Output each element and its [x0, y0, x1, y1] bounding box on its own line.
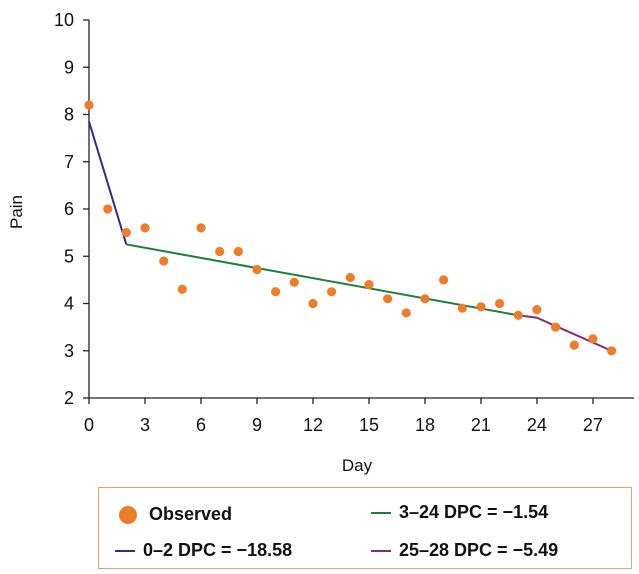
- x-tick-label: 12: [303, 415, 323, 435]
- observed-point: [215, 246, 225, 257]
- y-tick-label: 3: [64, 341, 74, 361]
- observed-point: [345, 272, 355, 283]
- legend-marker-observed: [119, 505, 137, 524]
- observed-point: [177, 284, 187, 294]
- segment-line: [518, 314, 613, 352]
- y-tick-label: 8: [64, 105, 74, 125]
- legend-marker-segment-0-2: [115, 549, 135, 552]
- legend-item-segment-3-24: 3–24 DPC = −1.54: [371, 502, 548, 523]
- observed-point: [252, 264, 262, 275]
- observed-point: [140, 223, 150, 233]
- observed-point: [513, 310, 523, 320]
- observed-point: [551, 322, 561, 332]
- x-tick-label: 15: [359, 415, 379, 435]
- y-tick-label: 6: [64, 199, 74, 219]
- observed-point: [383, 294, 393, 304]
- observed-point: [289, 277, 299, 287]
- observed-point: [327, 287, 337, 297]
- x-tick-label: 27: [583, 415, 603, 435]
- axes: 2 3 4 5 6 7 8 9 10 0 3 6 9 12 15 18 21 24 27: [54, 10, 634, 435]
- y-tick-label: 2: [64, 388, 74, 408]
- x-axis-title: Day: [342, 456, 373, 475]
- segment-line: [88, 121, 128, 245]
- legend: Observed 3–24 DPC = −1.54 0–2 DPC = −18.…: [98, 487, 632, 569]
- segment-line: [126, 243, 519, 317]
- observed-point: [364, 280, 374, 290]
- legend-item-segment-0-2: 0–2 DPC = −18.58: [115, 540, 292, 561]
- observed-point: [308, 298, 318, 309]
- observed-point: [588, 334, 598, 344]
- legend-item-observed: Observed: [119, 504, 232, 525]
- legend-marker-segment-3-24: [371, 511, 391, 514]
- observed-points: [84, 100, 617, 356]
- x-tick-label: 9: [252, 415, 262, 435]
- fitted-segments: [88, 121, 613, 352]
- legend-label-segment-25-28: 25–28 DPC = −5.49: [399, 540, 559, 560]
- y-tick-label: 5: [64, 246, 74, 266]
- legend-label-observed: Observed: [149, 504, 233, 524]
- observed-point: [607, 346, 617, 356]
- observed-point: [121, 228, 131, 238]
- y-tick-label: 10: [54, 10, 74, 30]
- x-tick-label: 18: [415, 415, 435, 435]
- x-tick-label: 6: [196, 415, 206, 435]
- observed-point: [196, 223, 206, 233]
- legend-item-segment-25-28: 25–28 DPC = −5.49: [371, 540, 558, 561]
- observed-point: [159, 256, 169, 266]
- observed-point: [457, 303, 467, 313]
- y-tick-label: 9: [64, 57, 74, 77]
- observed-point: [569, 340, 579, 350]
- observed-point: [84, 100, 94, 110]
- legend-label-segment-3-24: 3–24 DPC = −1.54: [399, 502, 549, 522]
- x-tick-label: 24: [527, 415, 547, 435]
- x-tick-label: 3: [140, 415, 150, 435]
- legend-label-segment-0-2: 0–2 DPC = −18.58: [143, 540, 293, 560]
- observed-point: [439, 275, 449, 285]
- y-tick-label: 7: [64, 152, 74, 172]
- observed-point: [271, 287, 281, 297]
- x-tick-label: 21: [471, 415, 491, 435]
- y-axis-title: Pain: [7, 195, 26, 229]
- observed-point: [233, 246, 243, 257]
- pain-chart: 2 3 4 5 6 7 8 9 10 0 3 6 9 12 15 18 21 24 27 Pain Day: [7, 10, 634, 475]
- observed-point: [420, 294, 430, 304]
- observed-point: [532, 305, 542, 315]
- legend-marker-segment-25-28: [371, 549, 391, 552]
- observed-point: [401, 308, 411, 318]
- y-tick-label: 4: [64, 294, 74, 314]
- observed-point: [103, 204, 113, 214]
- observed-point: [495, 298, 505, 309]
- observed-point: [476, 302, 486, 312]
- x-tick-label: 0: [84, 415, 94, 435]
